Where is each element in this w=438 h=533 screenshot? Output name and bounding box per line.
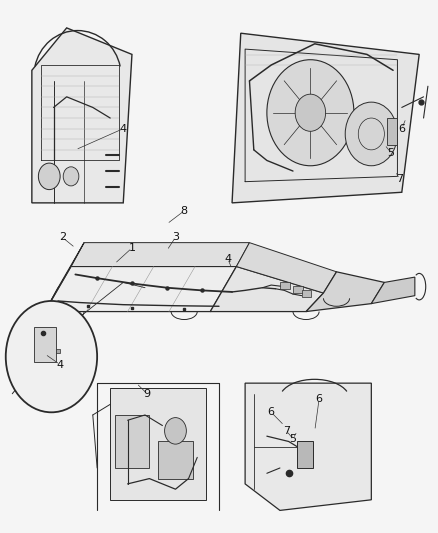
- Text: 1: 1: [128, 243, 135, 253]
- Circle shape: [267, 60, 354, 166]
- Circle shape: [39, 163, 60, 190]
- Text: 5: 5: [290, 434, 297, 444]
- Text: 4: 4: [120, 124, 127, 134]
- Text: 3: 3: [172, 232, 179, 243]
- Text: 5: 5: [388, 148, 394, 158]
- Text: 8: 8: [180, 206, 188, 216]
- Bar: [297, 441, 313, 468]
- Bar: [293, 286, 303, 293]
- Bar: [110, 389, 206, 500]
- Circle shape: [165, 418, 186, 444]
- Bar: [387, 118, 397, 144]
- Polygon shape: [45, 243, 84, 312]
- Text: 6: 6: [398, 124, 405, 134]
- Text: 9: 9: [144, 389, 151, 399]
- Bar: [302, 290, 311, 297]
- Text: 4: 4: [57, 360, 64, 369]
- Polygon shape: [306, 272, 385, 312]
- Circle shape: [295, 94, 325, 131]
- Text: 2: 2: [59, 232, 66, 243]
- Circle shape: [63, 167, 79, 186]
- Polygon shape: [371, 277, 415, 304]
- Text: 4: 4: [224, 254, 231, 263]
- Polygon shape: [210, 266, 323, 312]
- Polygon shape: [232, 33, 419, 203]
- Circle shape: [345, 102, 397, 166]
- Bar: [280, 282, 290, 289]
- Bar: [34, 327, 56, 362]
- Polygon shape: [245, 383, 371, 511]
- Text: 6: 6: [268, 407, 275, 417]
- Text: 7: 7: [396, 174, 403, 184]
- Polygon shape: [32, 28, 132, 203]
- Text: 6: 6: [316, 394, 323, 404]
- Circle shape: [6, 301, 97, 413]
- Text: 7: 7: [283, 426, 290, 436]
- Polygon shape: [45, 266, 237, 312]
- Bar: [115, 415, 149, 468]
- Bar: [158, 441, 193, 479]
- Polygon shape: [71, 243, 250, 266]
- Polygon shape: [237, 243, 336, 293]
